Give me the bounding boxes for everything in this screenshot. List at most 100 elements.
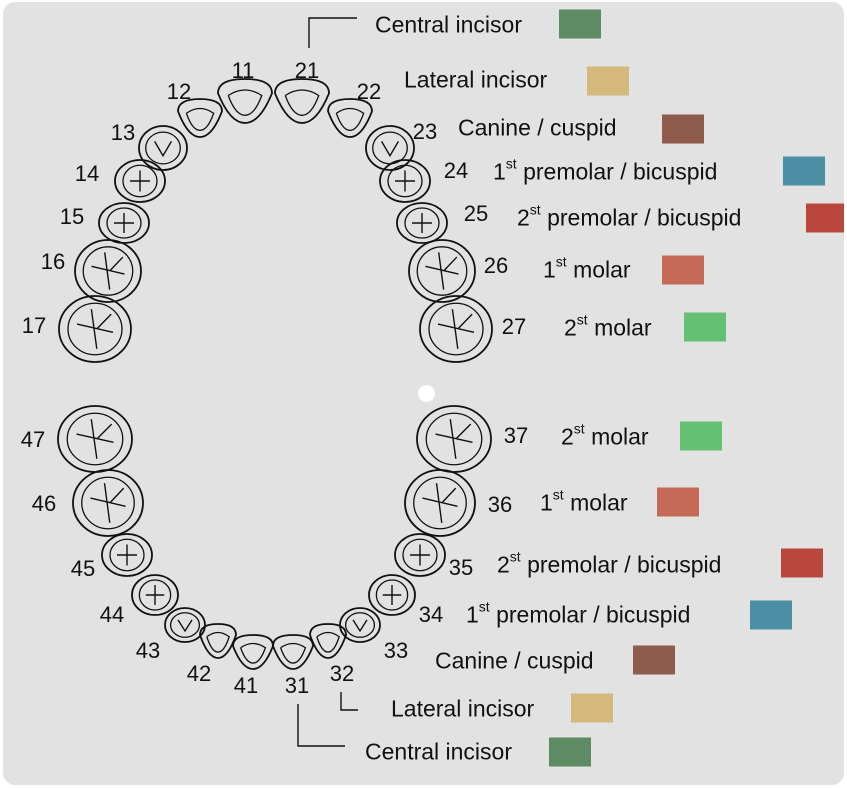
tooth-13 [138, 125, 188, 171]
ordinal-suffix: st [509, 548, 521, 565]
tooth-number-47: 47 [20, 427, 46, 452]
tooth-number-22: 22 [356, 79, 382, 104]
tooth-number-17: 17 [21, 313, 47, 338]
lower-legend-swatch-6 [571, 693, 613, 723]
tooth-number-15: 15 [59, 204, 85, 229]
tooth-number-35: 35 [448, 555, 474, 580]
ordinal: 1 [540, 489, 553, 516]
ordinal: 1 [466, 601, 479, 628]
upper-legend-swatch-3 [662, 114, 704, 144]
upper-legend-label-6: 1st molar [543, 253, 631, 283]
tooth-number-37: 37 [503, 423, 529, 448]
tooth-45 [101, 533, 153, 577]
upper-legend-swatch-7 [684, 312, 726, 342]
tooth-26 [408, 239, 476, 303]
ordinal: 2 [561, 423, 574, 450]
ordinal-suffix: st [555, 253, 567, 270]
type-name: premolar / bicuspid [489, 601, 691, 628]
tooth-21 [274, 78, 330, 124]
ordinal: 2 [517, 204, 530, 231]
ordinal: 2 [564, 314, 577, 341]
ordinal: 1 [543, 256, 556, 283]
upper-legend-label-1: Central incisor [375, 11, 522, 38]
lower-legend-label-3: 2st premolar / bicuspid [497, 548, 722, 578]
lower-legend-label-1: 2st molar [561, 420, 649, 450]
tooth-37 [416, 405, 492, 473]
tooth-22 [327, 98, 373, 138]
dental-chart-panel: 11 12 13 14 15 16 17 21 22 23 24 25 26 27 31 32 33 34 35 36… [3, 2, 844, 785]
lower-legend-label-2: 1st molar [540, 486, 628, 516]
center-dot [418, 385, 435, 402]
upper-legend-label-5: 2st premolar / bicuspid [517, 201, 742, 231]
lateral-incisor-leader-lower [340, 692, 358, 711]
tooth-25 [396, 202, 448, 244]
tooth-14 [114, 159, 166, 203]
ordinal-suffix: st [573, 420, 585, 437]
tooth-32 [309, 623, 347, 659]
tooth-number-23: 23 [412, 119, 438, 144]
tooth-12 [177, 98, 223, 138]
lower-legend-swatch-7 [549, 737, 591, 767]
tooth-42 [199, 623, 237, 659]
upper-legend-swatch-2 [587, 66, 629, 96]
type-name: premolar / bicuspid [540, 204, 742, 231]
tooth-33 [339, 607, 381, 643]
central-incisor-leader-lower [297, 704, 345, 747]
tooth-number-32: 32 [329, 661, 355, 686]
tooth-number-26: 26 [483, 253, 509, 278]
type-name: molar [584, 423, 649, 450]
tooth-47 [57, 405, 133, 473]
lower-legend-swatch-2 [657, 487, 699, 517]
tooth-number-31: 31 [284, 673, 310, 698]
upper-legend-label-4: 1st premolar / bicuspid [493, 155, 718, 185]
lower-legend-label-4: 1st premolar / bicuspid [466, 598, 691, 628]
type-name: molar [587, 314, 652, 341]
tooth-number-43: 43 [135, 638, 161, 663]
type-name: molar [566, 256, 631, 283]
tooth-16 [74, 239, 142, 303]
tooth-number-46: 46 [31, 491, 57, 516]
tooth-27 [419, 295, 493, 363]
lower-legend-label-6: Lateral incisor [391, 695, 535, 722]
tooth-number-45: 45 [70, 556, 96, 581]
tooth-number-25: 25 [463, 201, 489, 226]
ordinal-suffix: st [505, 155, 517, 172]
central-incisor-leader-upper [308, 17, 357, 48]
tooth-44 [131, 574, 179, 616]
tooth-number-16: 16 [40, 249, 66, 274]
tooth-number-21: 21 [294, 58, 320, 83]
tooth-43 [164, 607, 206, 643]
tooth-11 [217, 78, 273, 124]
tooth-36 [404, 469, 476, 537]
tooth-15 [98, 202, 150, 244]
ordinal: 1 [493, 158, 506, 185]
upper-legend-swatch-1 [559, 9, 601, 39]
tooth-number-42: 42 [186, 661, 212, 686]
tooth-46 [72, 469, 144, 537]
type-name: premolar / bicuspid [520, 551, 722, 578]
tooth-number-36: 36 [487, 492, 513, 517]
tooth-number-27: 27 [501, 314, 527, 339]
tooth-41 [232, 634, 274, 670]
tooth-35 [394, 533, 446, 577]
tooth-24 [379, 159, 431, 203]
tooth-number-14: 14 [74, 161, 100, 186]
tooth-number-13: 13 [110, 120, 136, 145]
ordinal-suffix: st [478, 598, 490, 615]
ordinal: 2 [497, 551, 510, 578]
type-name: premolar / bicuspid [516, 158, 718, 185]
lower-legend-swatch-4 [750, 600, 792, 630]
dental-arch-diagram [57, 17, 493, 747]
ordinal-suffix: st [529, 201, 541, 218]
tooth-34 [368, 574, 416, 616]
tooth-number-24: 24 [443, 158, 469, 183]
lower-legend-swatch-5 [633, 645, 675, 675]
upper-legend-swatch-5 [806, 203, 844, 233]
lower-legend-label-5: Canine / cuspid [435, 647, 594, 674]
ordinal-suffix: st [552, 486, 564, 503]
lower-legend-swatch-1 [680, 421, 722, 451]
upper-legend-label-2: Lateral incisor [404, 66, 548, 93]
upper-legend-swatch-4 [783, 156, 825, 186]
upper-legend-label-7: 2st molar [564, 313, 652, 341]
tooth-number-34: 34 [418, 602, 444, 627]
